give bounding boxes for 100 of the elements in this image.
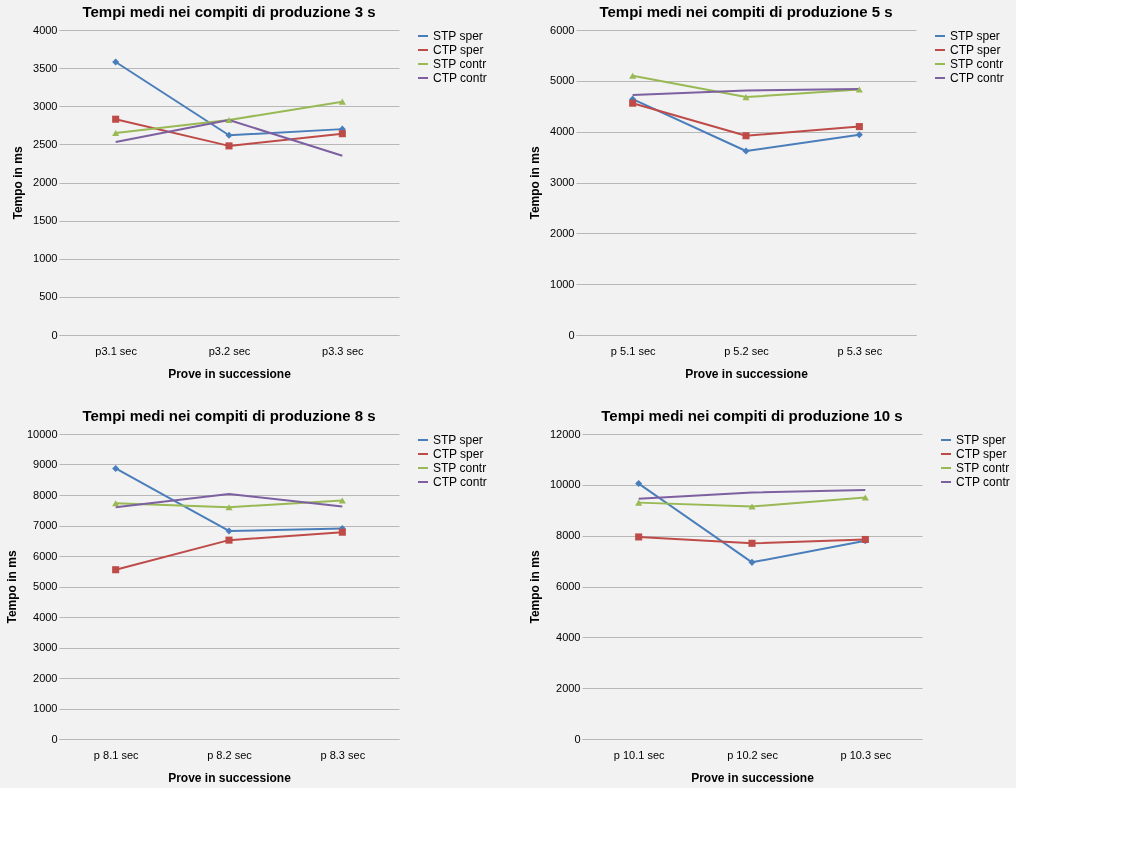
point bbox=[338, 497, 346, 504]
point bbox=[855, 86, 863, 93]
point bbox=[742, 147, 750, 155]
point bbox=[225, 527, 233, 535]
y-tick-label: 4000 bbox=[556, 630, 581, 643]
point bbox=[112, 566, 120, 574]
point bbox=[635, 533, 643, 541]
y-axis-title: Tempo in ms bbox=[528, 146, 543, 220]
y-tick-label: 1000 bbox=[550, 277, 575, 290]
y-tick-label: 1000 bbox=[33, 252, 58, 265]
point bbox=[225, 142, 233, 150]
point bbox=[112, 464, 120, 472]
y-tick-label: 500 bbox=[39, 290, 58, 303]
chart-title: Tempi medi nei compiti di produzione 8 s bbox=[82, 407, 376, 424]
y-axis-title: Tempo in ms bbox=[4, 550, 19, 624]
x-axis-title: Prove in successione bbox=[168, 770, 292, 785]
y-tick-label: 8000 bbox=[33, 488, 58, 501]
y-tick-label: 4000 bbox=[33, 23, 58, 36]
x-tick-label: p 5.2 sec bbox=[724, 344, 770, 357]
y-tick-label: 4000 bbox=[550, 125, 575, 138]
point bbox=[635, 499, 643, 506]
legend-label: STP contr bbox=[433, 57, 487, 71]
legend-label: CTP contr bbox=[433, 475, 487, 489]
y-tick-label: 0 bbox=[51, 328, 58, 341]
point bbox=[225, 504, 233, 511]
x-tick-label: p 10.1 sec bbox=[613, 748, 666, 761]
y-tick-label: 8000 bbox=[556, 529, 581, 542]
point bbox=[742, 132, 750, 140]
point bbox=[855, 123, 863, 131]
y-axis-title: Tempo in ms bbox=[527, 550, 542, 624]
y-tick-label: 2000 bbox=[556, 681, 581, 694]
point bbox=[748, 539, 756, 547]
legend-label: STP contr bbox=[433, 461, 487, 475]
y-tick-label: 0 bbox=[568, 328, 575, 341]
y-tick-label: 9000 bbox=[33, 458, 58, 470]
y-tick-label: 4000 bbox=[33, 610, 58, 623]
legend-label: STP contr bbox=[956, 461, 1010, 475]
legend-label: CTP sper bbox=[956, 447, 1007, 461]
y-tick-label: 3000 bbox=[550, 176, 575, 188]
point bbox=[338, 98, 346, 105]
y-tick-label: 0 bbox=[574, 732, 581, 745]
y-tick-label: 10000 bbox=[549, 478, 581, 491]
legend-label: STP contr bbox=[950, 57, 1004, 71]
x-tick-label: p 10.2 sec bbox=[727, 748, 779, 761]
legend-label: CTP sper bbox=[433, 447, 484, 461]
chart-title: Tempi medi nei compiti di produzione 10 s bbox=[601, 407, 903, 424]
point bbox=[742, 94, 750, 101]
y-tick-label: 2000 bbox=[33, 671, 58, 684]
y-tick-label: 2000 bbox=[33, 176, 58, 188]
y-tick-label: 6000 bbox=[550, 23, 575, 36]
legend-label: CTP contr bbox=[433, 71, 487, 85]
x-tick-label: p 8.3 sec bbox=[320, 748, 366, 761]
x-tick-label: p 5.1 sec bbox=[610, 344, 656, 357]
point bbox=[112, 129, 120, 136]
y-tick-label: 5000 bbox=[33, 580, 58, 592]
x-axis-title: Prove in successione bbox=[168, 366, 292, 381]
x-tick-label: p3.1 sec bbox=[95, 344, 138, 357]
y-tick-label: 7000 bbox=[33, 519, 58, 531]
point bbox=[338, 130, 346, 138]
y-tick-label: 10000 bbox=[26, 427, 58, 440]
point bbox=[855, 131, 863, 139]
legend-label: CTP sper bbox=[950, 43, 1001, 57]
y-tick-label: 2000 bbox=[550, 226, 575, 239]
point bbox=[629, 99, 637, 107]
legend-label: STP sper bbox=[950, 29, 1000, 43]
y-tick-label: 3000 bbox=[33, 641, 58, 653]
legend-label: STP sper bbox=[433, 29, 483, 43]
point bbox=[748, 558, 756, 566]
y-tick-label: 2500 bbox=[33, 137, 58, 150]
y-tick-label: 3000 bbox=[33, 99, 58, 112]
y-tick-label: 5000 bbox=[550, 74, 575, 87]
point bbox=[112, 58, 120, 66]
point bbox=[112, 500, 120, 507]
legend-label: CTP contr bbox=[950, 71, 1004, 85]
y-tick-label: 6000 bbox=[33, 549, 58, 562]
x-tick-label: p 10.3 sec bbox=[840, 748, 892, 761]
y-tick-label: 12000 bbox=[549, 427, 581, 440]
legend-label: CTP contr bbox=[956, 475, 1010, 489]
point bbox=[225, 116, 233, 124]
y-tick-label: 3500 bbox=[33, 61, 58, 74]
x-tick-label: p 5.3 sec bbox=[837, 344, 883, 357]
y-axis-title: Tempo in ms bbox=[11, 146, 26, 220]
x-axis-title: Prove in successione bbox=[691, 770, 815, 785]
x-axis-title: Prove in successione bbox=[685, 366, 809, 381]
point bbox=[225, 131, 233, 139]
y-tick-label: 0 bbox=[51, 732, 58, 745]
chart-title: Tempi medi nei compiti di produzione 3 s bbox=[82, 3, 376, 20]
point bbox=[861, 494, 869, 501]
y-tick-label: 1500 bbox=[33, 214, 58, 227]
legend-label: STP sper bbox=[433, 433, 483, 447]
point bbox=[225, 536, 233, 544]
y-tick-label: 6000 bbox=[556, 580, 581, 592]
x-tick-label: p 8.2 sec bbox=[207, 748, 253, 761]
x-tick-label: p3.2 sec bbox=[208, 344, 251, 357]
legend-label: STP sper bbox=[956, 433, 1006, 447]
y-tick-label: 1000 bbox=[33, 702, 58, 714]
point bbox=[635, 480, 643, 488]
legend-label: CTP sper bbox=[433, 43, 484, 57]
point bbox=[629, 72, 637, 79]
chart-title: Tempi medi nei compiti di produzione 5 s bbox=[599, 3, 893, 20]
